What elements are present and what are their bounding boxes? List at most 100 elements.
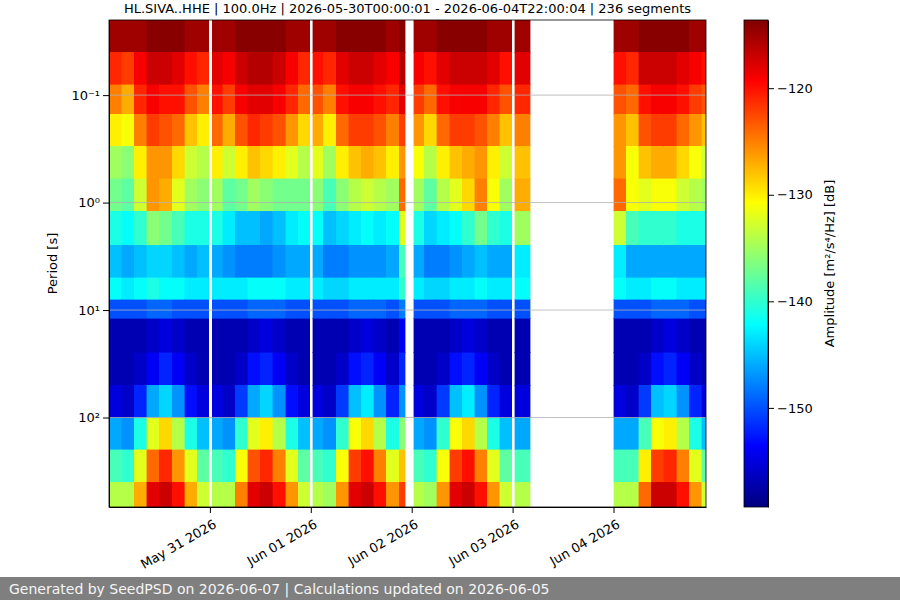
- cell: [349, 353, 362, 385]
- cell: [487, 482, 500, 507]
- cell: [399, 52, 405, 84]
- cell: [159, 278, 172, 300]
- cell: [374, 146, 387, 178]
- cell: [248, 278, 261, 300]
- cell: [235, 179, 248, 211]
- cell: [639, 179, 652, 211]
- cell: [487, 146, 500, 178]
- cell: [437, 245, 450, 277]
- cell: [500, 482, 512, 507]
- cell: [336, 353, 349, 385]
- cell: [134, 85, 147, 114]
- cell: [437, 353, 450, 385]
- cell: [109, 418, 122, 450]
- cell: [286, 114, 299, 146]
- cell: [349, 52, 362, 84]
- cell: [109, 450, 122, 482]
- cell: [336, 278, 349, 300]
- cell: [134, 278, 147, 300]
- cell: [122, 20, 135, 52]
- cell: [223, 278, 236, 300]
- cell: [639, 146, 652, 178]
- cell: [614, 450, 627, 482]
- cell: [515, 450, 531, 482]
- cell: [677, 52, 690, 84]
- cell: [134, 245, 147, 277]
- cell: [298, 114, 310, 146]
- cell: [235, 20, 248, 52]
- cell: [336, 85, 349, 114]
- cell: [651, 146, 664, 178]
- cell: [260, 20, 273, 52]
- grid-line: [109, 95, 706, 96]
- cell: [475, 482, 488, 507]
- cell: [260, 353, 273, 385]
- colorbar-axis: −120−130−140−150: [768, 21, 813, 508]
- cell: [414, 482, 425, 507]
- cell: [172, 385, 185, 417]
- cell: [361, 418, 374, 450]
- cell: [349, 450, 362, 482]
- cell: [414, 179, 425, 211]
- cell: [298, 179, 310, 211]
- cell: [212, 146, 223, 178]
- cell: [134, 179, 147, 211]
- cell: [147, 245, 160, 277]
- cell: [223, 385, 236, 417]
- cell: [399, 385, 405, 417]
- cell: [500, 146, 512, 178]
- cell: [248, 319, 261, 353]
- cell: [639, 482, 652, 507]
- cell: [651, 85, 664, 114]
- cell: [313, 211, 324, 245]
- x-tick-mark: [210, 507, 211, 513]
- cell: [689, 300, 702, 319]
- cell: [450, 245, 463, 277]
- cell: [626, 482, 639, 507]
- cell: [159, 52, 172, 84]
- cell: [349, 245, 362, 277]
- cell: [313, 319, 324, 353]
- cell: [475, 85, 488, 114]
- cell: [235, 146, 248, 178]
- cell: [386, 245, 399, 277]
- cell: [424, 319, 437, 353]
- cell: [487, 85, 500, 114]
- cell: [313, 114, 324, 146]
- cell: [437, 418, 450, 450]
- cell: [122, 278, 135, 300]
- cell: [122, 450, 135, 482]
- cell: [475, 52, 488, 84]
- cell: [313, 278, 324, 300]
- cell: [298, 482, 310, 507]
- cell: [399, 450, 405, 482]
- cell: [212, 353, 223, 385]
- cell: [223, 450, 236, 482]
- cell: [185, 114, 198, 146]
- cell: [424, 278, 437, 300]
- cell: [286, 20, 299, 52]
- cell: [424, 179, 437, 211]
- cell: [437, 450, 450, 482]
- cell: [109, 52, 122, 84]
- cell: [286, 211, 299, 245]
- cell: [450, 319, 463, 353]
- cell: [235, 211, 248, 245]
- y-tick-label: 10⁰: [78, 195, 100, 210]
- cell: [450, 300, 463, 319]
- cell: [626, 20, 639, 52]
- cell: [134, 114, 147, 146]
- cell: [702, 418, 706, 450]
- cell: [349, 482, 362, 507]
- cell: [212, 114, 223, 146]
- cell: [515, 319, 531, 353]
- x-tick-mark: [311, 507, 312, 513]
- cell: [323, 385, 336, 417]
- cell: [313, 300, 324, 319]
- cell: [374, 114, 387, 146]
- cell: [702, 450, 706, 482]
- x-tick-label: Jun 01 2026: [244, 516, 320, 569]
- cell: [122, 385, 135, 417]
- y-tick: 10²: [78, 410, 109, 425]
- cell: [286, 300, 299, 319]
